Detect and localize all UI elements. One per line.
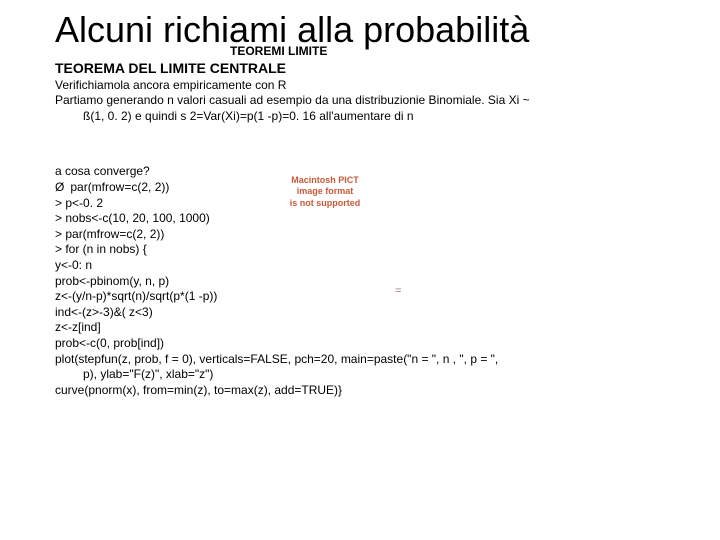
equal-mark: =: [395, 285, 401, 297]
pict-line: image format: [260, 186, 390, 197]
pict-line: is not supported: [260, 198, 390, 209]
code-line: plot(stepfun(z, prob, f = 0), verticals=…: [55, 352, 690, 368]
pict-line: Macintosh PICT: [260, 175, 390, 186]
pict-placeholder: Macintosh PICT image format is not suppo…: [260, 175, 390, 209]
code-line: curve(pnorm(x), from=min(z), to=max(z), …: [55, 383, 690, 399]
code-line: > nobs<-c(10, 20, 100, 1000): [55, 211, 690, 227]
para-setup-b: ß(1, 0. 2) e quindi s 2=Var(Xi)=p(1 -p)=…: [55, 109, 690, 125]
bullet-glyph: Ø: [55, 180, 64, 196]
code-line: z<-z[ind]: [55, 320, 690, 336]
code-line: z<-(y/n-p)*sqrt(n)/sqrt(p*(1 -p)): [55, 289, 690, 305]
code-line: prob<-pbinom(y, n, p): [55, 274, 690, 290]
code-line: prob<-c(0, prob[ind]): [55, 336, 690, 352]
section-heading: TEOREMA DEL LIMITE CENTRALE: [55, 60, 690, 76]
code-line: y<-0: n: [55, 258, 690, 274]
para-setup-a: Partiamo generando n valori casuali ad e…: [55, 93, 690, 109]
code-line: ind<-(z>-3)&( z<3): [55, 305, 690, 321]
para-verify: Verifichiamola ancora empiricamente con …: [55, 78, 690, 94]
code-text: par(mfrow=c(2, 2)): [70, 180, 169, 196]
code-line: p), ylab="F(z)", xlab="z"): [55, 367, 690, 383]
code-line: > for (n in nobs) {: [55, 242, 690, 258]
code-line: > par(mfrow=c(2, 2)): [55, 227, 690, 243]
